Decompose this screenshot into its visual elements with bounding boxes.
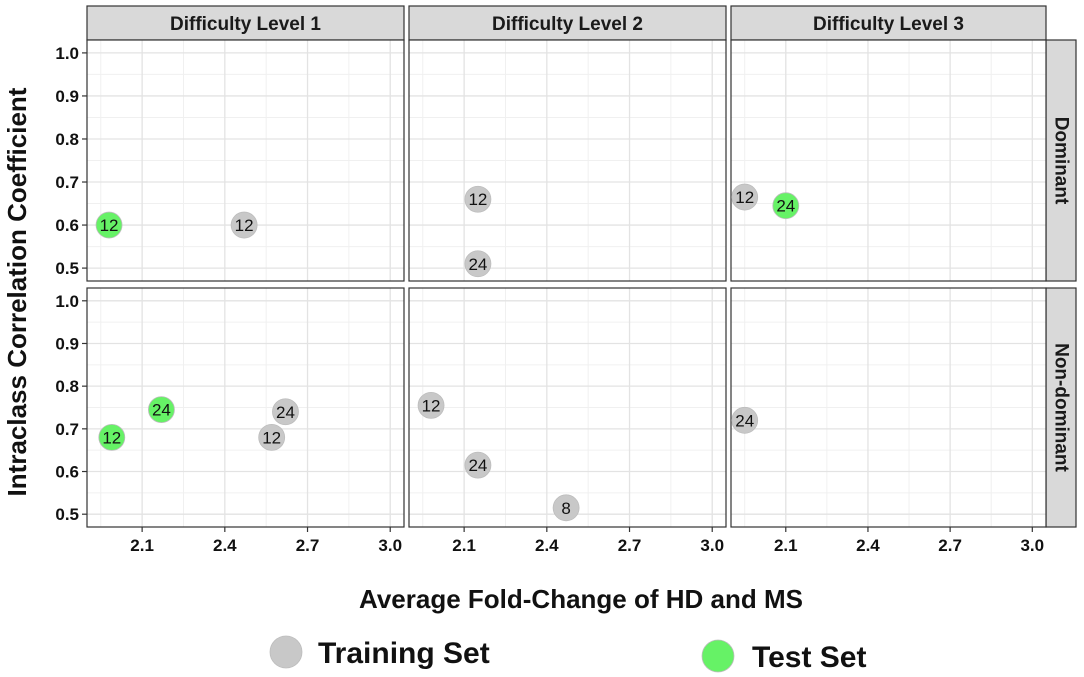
- x-tick-label: 2.1: [774, 536, 798, 555]
- point-label: 24: [776, 197, 795, 216]
- panel-border: [408, 39, 727, 282]
- x-axis-title: Average Fold-Change of HD and MS: [359, 584, 803, 614]
- point-label: 24: [468, 456, 487, 475]
- panel-r1-c1: 0.5 0.6 0.7 0.8 0.9 1.0: [55, 39, 405, 282]
- y-tick-label: 0.5: [55, 505, 79, 524]
- point-label: 12: [422, 396, 441, 415]
- y-tick-label: 0.6: [55, 216, 79, 235]
- column-strip-label-2: Difficulty Level 2: [492, 14, 643, 35]
- test-set-point: [98, 423, 126, 451]
- training-set-point: [552, 494, 580, 522]
- x-tick-label: 2.7: [296, 536, 320, 555]
- column-strip-label-3: Difficulty Level 3: [813, 14, 964, 35]
- panel-r2-c1: 0.5 0.6 0.7 0.8 0.9 1.0 2.1 2.4 2.7 3.0: [55, 287, 405, 555]
- x-tick-label: 3.0: [700, 536, 724, 555]
- x-tick-label: 2.1: [452, 536, 476, 555]
- point-label: 12: [100, 216, 119, 235]
- training-set-point: [417, 391, 445, 419]
- point-label: 12: [468, 190, 487, 209]
- y-tick-label: 0.6: [55, 463, 79, 482]
- legend-label-1: Training Set: [318, 637, 490, 670]
- y-tick-label: 0.5: [55, 259, 79, 278]
- y-tick-label: 0.7: [55, 420, 79, 439]
- point-label: 12: [235, 216, 254, 235]
- x-tick-label: 3.0: [378, 536, 402, 555]
- point-label: 12: [735, 188, 754, 207]
- point-label: 12: [102, 428, 121, 447]
- y-tick-label: 0.7: [55, 173, 79, 192]
- training-set-point: [258, 423, 286, 451]
- y-tick-label: 0.8: [55, 377, 79, 396]
- row-strip-label-2: Non-dominant: [1051, 343, 1072, 472]
- x-tick-label: 3.0: [1020, 536, 1044, 555]
- training-set-point: [230, 211, 258, 239]
- x-tick-label: 2.7: [618, 536, 642, 555]
- x-tick-label: 2.4: [856, 536, 880, 555]
- x-tick-label: 2.4: [535, 536, 559, 555]
- training-set-point: [464, 250, 492, 278]
- legend-swatch-2: [701, 639, 735, 673]
- legend-label-2: Test Set: [752, 641, 866, 674]
- x-tick-label: 2.1: [130, 536, 154, 555]
- panel-r1-c2: [408, 39, 727, 282]
- column-strip-2: [408, 5, 727, 41]
- point-label: 12: [262, 428, 281, 447]
- point-label: 8: [561, 499, 570, 518]
- panel-border: [730, 287, 1047, 528]
- panel-r2-c3: 2.1 2.4 2.7 3.0: [730, 287, 1047, 555]
- training-set-point: [731, 406, 759, 434]
- x-tick-label: 2.7: [938, 536, 962, 555]
- training-set-point: [464, 451, 492, 479]
- panel-border: [730, 39, 1047, 282]
- y-tick-label: 0.9: [55, 334, 79, 353]
- test-set-point: [95, 211, 123, 239]
- y-tick-label: 1.0: [55, 44, 79, 63]
- point-label: 24: [276, 403, 295, 422]
- column-strip-3: [730, 5, 1047, 41]
- row-strip-label-1: Dominant: [1051, 117, 1072, 205]
- panel-border: [86, 39, 405, 282]
- training-set-point: [272, 398, 299, 426]
- test-set-point: [772, 192, 800, 220]
- panel-border: [86, 287, 405, 528]
- point-label: 24: [468, 255, 487, 274]
- x-tick-label: 2.4: [213, 536, 237, 555]
- y-tick-label: 0.8: [55, 130, 79, 149]
- test-set-point: [148, 396, 175, 424]
- y-tick-label: 1.0: [55, 292, 79, 311]
- panel-r1-c3: [730, 39, 1047, 282]
- column-strip-label-1: Difficulty Level 1: [170, 14, 321, 35]
- y-axis-title: Intraclass Correlation Coefficient: [2, 87, 32, 496]
- point-label: 24: [152, 401, 171, 420]
- row-strip-1: [1045, 39, 1077, 282]
- training-set-point: [464, 185, 492, 213]
- panel-border: [408, 287, 727, 528]
- point-label: 24: [735, 411, 754, 430]
- column-strip-1: [86, 5, 405, 41]
- training-set-point: [731, 183, 759, 211]
- y-tick-label: 0.9: [55, 87, 79, 106]
- legend-swatch-1: [269, 635, 303, 669]
- row-strip-2: [1045, 287, 1077, 528]
